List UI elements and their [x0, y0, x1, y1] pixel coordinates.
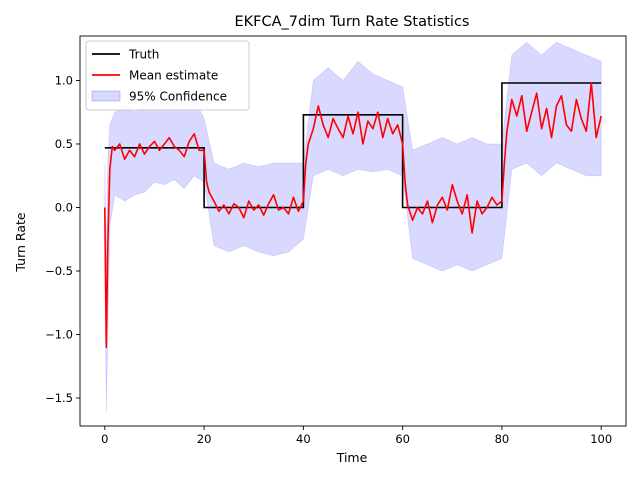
legend-label: Truth	[128, 48, 159, 62]
legend-label: 95% Confidence	[129, 90, 227, 104]
x-tick-label: 40	[296, 432, 311, 446]
plot-area	[104, 41, 602, 414]
x-tick-label: 60	[395, 432, 410, 446]
chart-title: EKFCA_7dim Turn Rate Statistics	[235, 14, 470, 30]
y-tick-label: 0.0	[55, 200, 73, 214]
y-tick-label: −1.5	[45, 391, 73, 405]
series-truth-line	[104, 82, 602, 209]
y-tick-label: 1.0	[55, 73, 73, 87]
x-axis-label: Time	[336, 450, 368, 465]
axes: 0 20 40 60 80 100 −1.5 −1.0 −0.5 0.0 0.5 1.0	[45, 35, 627, 446]
y-axis-label: Turn Rate	[13, 212, 28, 272]
x-tick-label: 0	[101, 432, 108, 446]
legend: Truth Mean estimate 95% Confidence	[85, 40, 250, 111]
legend-label: Mean estimate	[129, 69, 218, 83]
x-tick-label: 20	[197, 432, 212, 446]
x-tick-label: 80	[495, 432, 510, 446]
y-tick-label: −1.0	[45, 328, 73, 342]
y-tick-label: 0.5	[55, 137, 73, 151]
series-mean-estimate-line	[104, 82, 602, 348]
x-tick-label: 100	[590, 432, 612, 446]
legend-swatch-confidence	[91, 90, 121, 102]
y-tick-label: −0.5	[45, 264, 73, 278]
legend-box	[85, 40, 250, 111]
axes-frame	[79, 35, 627, 427]
